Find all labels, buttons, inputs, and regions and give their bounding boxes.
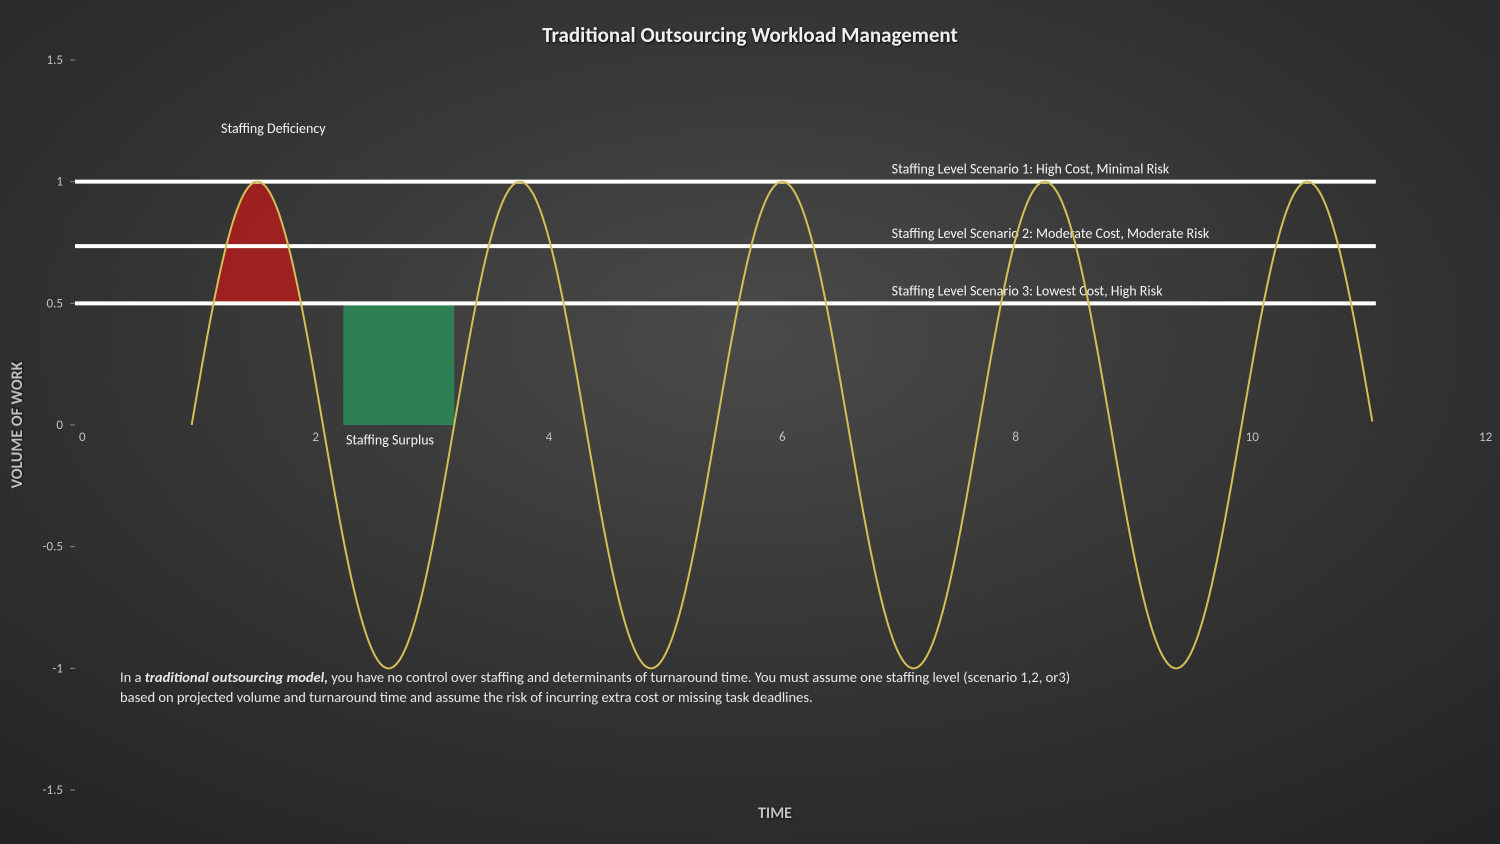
axes: -1.5 -1 -0.5 0 0.5 1 1.5 0 2 4 6 8 10 12 VOLUME OF WOR… — [8, 53, 1493, 823]
svg-text:12: 12 — [1479, 430, 1493, 445]
caption-line2: based on projected volume and turnaround… — [120, 688, 813, 706]
svg-text:TIME: TIME — [758, 804, 792, 823]
svg-text:-1.5: -1.5 — [43, 783, 63, 798]
staffing-label: Staffing Level Scenario 2: Moderate Cost… — [892, 225, 1210, 242]
annotation: Staffing Deficiency — [221, 120, 326, 137]
annotation: Staffing Surplus — [346, 431, 434, 448]
svg-text:0: 0 — [79, 430, 86, 445]
svg-text:4: 4 — [546, 430, 553, 445]
svg-text:0.5: 0.5 — [47, 296, 63, 311]
svg-text:-1: -1 — [52, 661, 63, 676]
svg-text:0: 0 — [56, 418, 63, 433]
caption-post: you have no control over staffing and de… — [328, 668, 1070, 686]
svg-text:1: 1 — [56, 175, 63, 190]
caption-emph: traditional outsourcing model, — [145, 668, 328, 686]
chart-stage: Traditional Outsourcing Workload Managem… — [0, 0, 1500, 844]
svg-text:8: 8 — [1012, 430, 1019, 445]
svg-text:10: 10 — [1246, 430, 1260, 445]
staffing-label: Staffing Level Scenario 1: High Cost, Mi… — [892, 161, 1170, 178]
svg-text:2: 2 — [312, 430, 319, 445]
caption-pre: In a — [120, 668, 145, 686]
chart-plot: Staffing Level Scenario 1: High Cost, Mi… — [0, 0, 1500, 844]
svg-text:-0.5: -0.5 — [43, 540, 63, 555]
svg-text:1.5: 1.5 — [47, 53, 63, 68]
caption: In a traditional outsourcing model, you … — [120, 668, 1400, 707]
svg-text:6: 6 — [779, 430, 786, 445]
svg-text:VOLUME OF WORK: VOLUME OF WORK — [8, 361, 27, 488]
staffing-label: Staffing Level Scenario 3: Lowest Cost, … — [892, 282, 1163, 299]
